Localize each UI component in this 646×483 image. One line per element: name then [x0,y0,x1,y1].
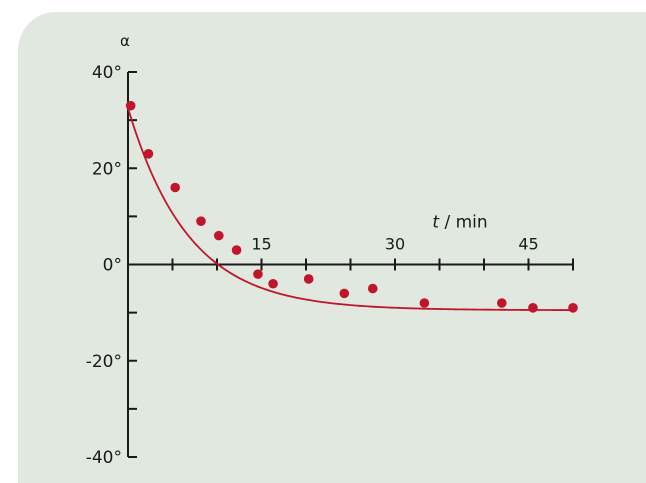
y-axis-tick-labels: 40° 20° 0° -20° -40° [86,63,122,468]
axes: 40° 20° 0° -20° -40° 15 30 45 [86,63,574,468]
data-point [303,274,314,284]
data-point [143,149,154,159]
y-tick-label: 20° [92,159,122,179]
data-point [196,216,206,226]
data-point [231,245,242,255]
data-point [528,303,538,313]
data-point [339,288,350,299]
y-tick-label: -20° [86,352,122,372]
data-point [497,298,507,308]
x-axis-label: t / min [432,213,487,233]
data-point [170,182,180,193]
data-points [125,100,578,313]
data-point [125,100,136,111]
data-point [568,303,578,313]
chart-panel: 40° 20° 0° -20° -40° 15 30 45 α t / min [18,12,646,483]
data-point [213,230,224,241]
x-axis-label-variable: t [432,213,440,233]
x-axis-label-unit: / min [439,213,488,233]
x-tick-label: 30 [385,235,405,254]
decay-chart: 40° 20° 0° -20° -40° 15 30 45 α t / min [86,32,578,468]
y-tick-label: 0° [103,256,122,276]
y-tick-label: -40° [86,448,122,468]
data-point [268,278,278,289]
data-point [253,269,263,279]
x-axis-tick-labels: 15 30 45 [251,235,538,254]
data-point [367,283,378,294]
x-tick-label: 45 [518,235,538,254]
y-tick-label: 40° [92,63,122,83]
x-axis-ticks [171,258,574,271]
x-tick-label: 15 [251,235,271,254]
data-point [419,298,430,308]
fit-curve [127,107,574,311]
y-axis-label: α [120,32,130,50]
